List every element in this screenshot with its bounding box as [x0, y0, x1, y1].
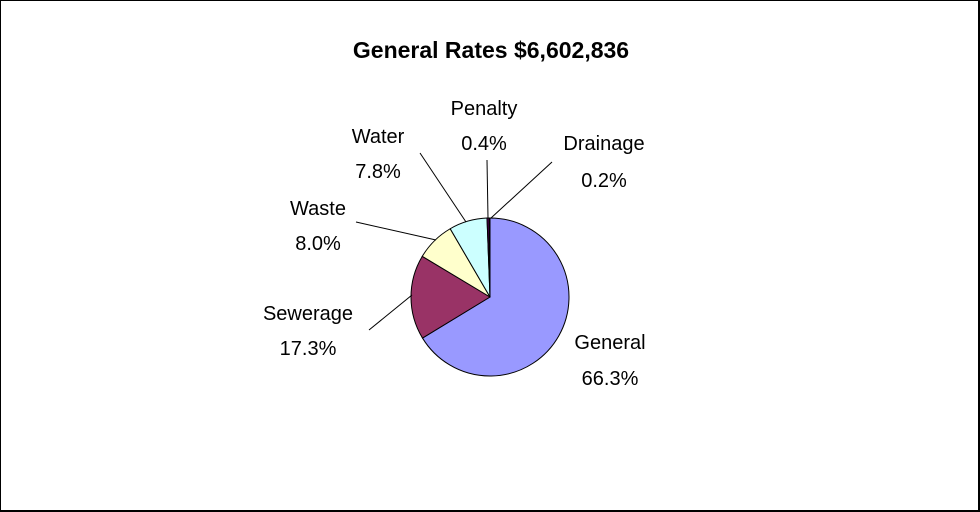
leader-line-water: [420, 153, 466, 222]
slice-label-penalty: Penalty: [451, 98, 518, 120]
slice-value-waste: 8.0%: [295, 233, 341, 255]
slice-value-water: 7.8%: [355, 161, 401, 183]
leader-line-sewerage: [369, 295, 412, 330]
slice-value-drainage: 0.2%: [581, 170, 627, 192]
slice-label-general: General: [574, 332, 645, 354]
pie-slices: [411, 218, 569, 376]
leader-line-drainage: [491, 162, 552, 218]
slice-label-sewerage: Sewerage: [263, 303, 353, 325]
leader-line-waste: [356, 222, 436, 240]
slice-label-water: Water: [352, 126, 405, 148]
slice-value-sewerage: 17.3%: [280, 338, 337, 360]
slice-label-waste: Waste: [290, 198, 346, 220]
slice-value-general: 66.3%: [582, 368, 639, 390]
leader-line-penalty: [487, 160, 488, 218]
slice-value-penalty: 0.4%: [461, 133, 507, 155]
slice-label-drainage: Drainage: [563, 133, 644, 155]
